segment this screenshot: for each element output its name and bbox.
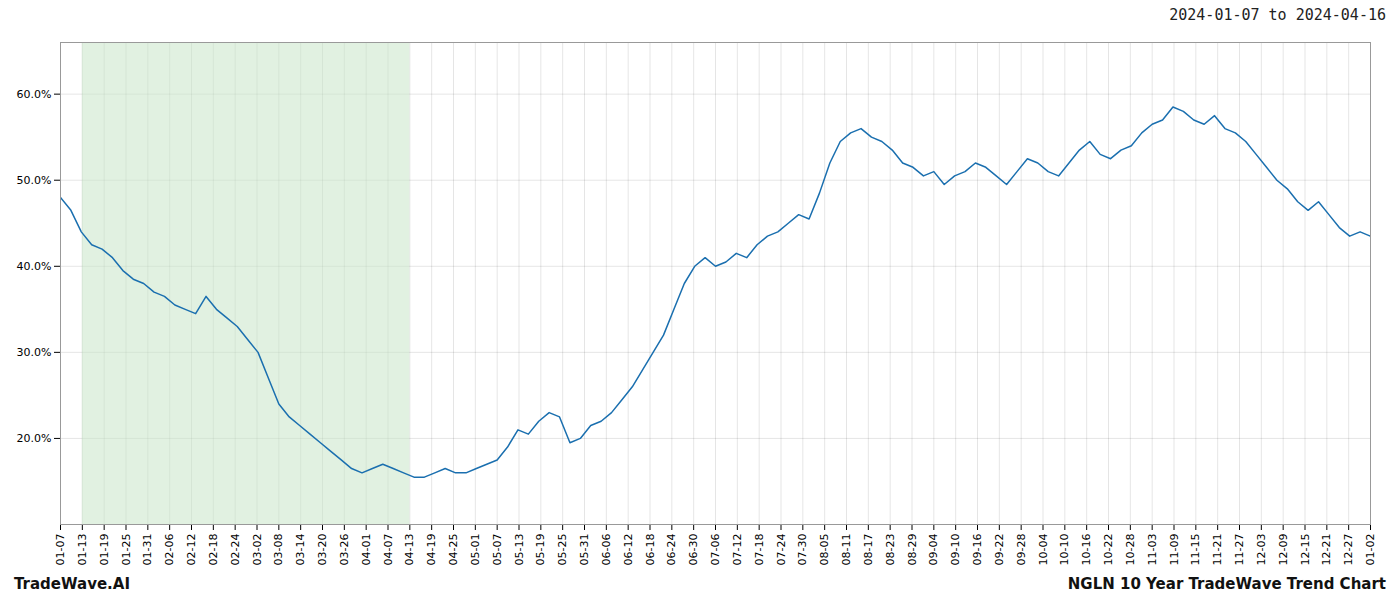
svg-text:10-22: 10-22: [1102, 534, 1115, 566]
svg-text:02-24: 02-24: [229, 534, 242, 566]
svg-text:03-20: 03-20: [316, 534, 329, 566]
svg-text:10-10: 10-10: [1058, 534, 1071, 566]
svg-text:07-18: 07-18: [753, 534, 766, 566]
svg-text:12-21: 12-21: [1320, 534, 1333, 566]
svg-text:06-18: 06-18: [644, 534, 657, 566]
svg-text:07-06: 07-06: [709, 534, 722, 566]
svg-text:01-25: 01-25: [120, 534, 133, 566]
svg-text:03-02: 03-02: [251, 534, 264, 566]
svg-text:04-13: 04-13: [403, 534, 416, 566]
svg-text:12-15: 12-15: [1299, 534, 1312, 566]
svg-text:30.0%: 30.0%: [17, 346, 52, 359]
svg-text:05-07: 05-07: [491, 534, 504, 566]
svg-text:10-04: 10-04: [1037, 534, 1050, 566]
svg-text:06-24: 06-24: [665, 534, 678, 566]
svg-text:09-04: 09-04: [927, 534, 940, 566]
svg-text:07-24: 07-24: [775, 534, 788, 566]
svg-text:02-12: 02-12: [185, 534, 198, 566]
svg-text:04-25: 04-25: [447, 534, 460, 566]
svg-text:05-25: 05-25: [556, 534, 569, 566]
svg-text:12-27: 12-27: [1342, 534, 1355, 566]
svg-text:01-31: 01-31: [141, 534, 154, 566]
svg-text:50.0%: 50.0%: [17, 174, 52, 187]
svg-text:11-21: 11-21: [1211, 534, 1224, 566]
svg-text:08-05: 08-05: [818, 534, 831, 566]
svg-text:02-18: 02-18: [207, 534, 220, 566]
svg-text:20.0%: 20.0%: [17, 432, 52, 445]
svg-text:04-01: 04-01: [360, 534, 373, 566]
svg-text:01-19: 01-19: [98, 534, 111, 566]
svg-text:03-14: 03-14: [294, 534, 307, 566]
svg-text:05-31: 05-31: [578, 534, 591, 566]
svg-text:08-17: 08-17: [862, 534, 875, 566]
svg-text:10-16: 10-16: [1080, 534, 1093, 566]
svg-text:04-07: 04-07: [382, 534, 395, 566]
svg-text:03-08: 03-08: [272, 534, 285, 566]
svg-text:06-30: 06-30: [687, 534, 700, 566]
svg-text:01-02: 01-02: [1364, 534, 1377, 566]
svg-text:11-03: 11-03: [1146, 534, 1159, 566]
svg-text:06-12: 06-12: [622, 534, 635, 566]
html-text:2024-01-07 to 2024-04-16: 2024-01-07 to 2024-04-16: [1169, 6, 1386, 24]
svg-text:09-22: 09-22: [993, 534, 1006, 566]
svg-text:08-29: 08-29: [906, 534, 919, 566]
svg-text:12-03: 12-03: [1255, 534, 1268, 566]
svg-text:04-19: 04-19: [425, 534, 438, 566]
svg-text:40.0%: 40.0%: [17, 260, 52, 273]
svg-text:02-06: 02-06: [163, 534, 176, 566]
svg-text:07-30: 07-30: [796, 534, 809, 566]
svg-text:03-26: 03-26: [338, 534, 351, 566]
svg-text:11-09: 11-09: [1168, 534, 1181, 566]
svg-text:11-15: 11-15: [1189, 534, 1202, 566]
svg-text:07-12: 07-12: [731, 534, 744, 566]
svg-text:60.0%: 60.0%: [17, 88, 52, 101]
html-text:NGLN 10 Year TradeWave Trend C: NGLN 10 Year TradeWave Trend Chart: [1067, 575, 1386, 593]
svg-text:05-01: 05-01: [469, 534, 482, 566]
svg-text:11-27: 11-27: [1233, 534, 1246, 566]
svg-text:09-16: 09-16: [971, 534, 984, 566]
svg-text:10-28: 10-28: [1124, 534, 1137, 566]
svg-text:01-13: 01-13: [76, 534, 89, 566]
svg-text:08-23: 08-23: [884, 534, 897, 566]
svg-text:05-13: 05-13: [513, 534, 526, 566]
svg-text:01-07: 01-07: [54, 534, 67, 566]
svg-text:06-06: 06-06: [600, 534, 613, 566]
svg-text:09-28: 09-28: [1015, 534, 1028, 566]
svg-text:05-19: 05-19: [534, 534, 547, 566]
svg-text:12-09: 12-09: [1277, 534, 1290, 566]
html-text:TradeWave.AI: TradeWave.AI: [14, 575, 130, 593]
svg-text:09-10: 09-10: [949, 534, 962, 566]
svg-text:08-11: 08-11: [840, 534, 853, 566]
